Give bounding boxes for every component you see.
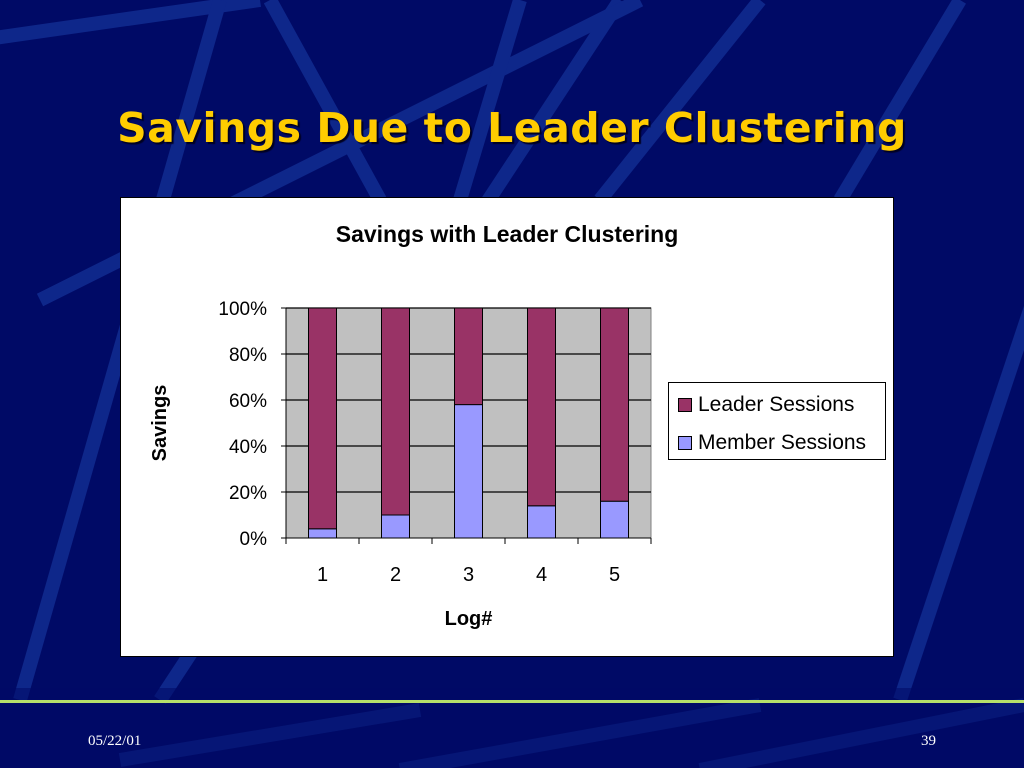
y-tick-label: 40%: [229, 437, 267, 458]
x-tick-label: 2: [390, 564, 401, 586]
bar-segment-leader: [600, 307, 629, 502]
footer-page-number: 39: [921, 733, 936, 749]
legend-item-member-sessions: Member Sessions: [678, 431, 867, 454]
legend-swatch-member: [678, 436, 692, 450]
bar-segment-member: [600, 500, 629, 539]
legend-item-leader-sessions: Leader Sessions: [678, 393, 855, 416]
bar-segment-member: [381, 514, 410, 539]
x-tick-label: 4: [536, 564, 547, 586]
chart-legend: Leader Sessions Member Sessions: [668, 382, 886, 460]
y-tick-label: 80%: [229, 345, 267, 366]
y-axis-label: Savings: [149, 385, 171, 462]
bar-segment-leader: [527, 307, 556, 507]
y-tick-label: 0%: [240, 529, 268, 550]
bar-segment-leader: [308, 307, 337, 530]
bar-segment-member: [527, 505, 556, 539]
x-tick-label: 3: [463, 564, 474, 586]
y-tick-label: 60%: [229, 391, 267, 412]
legend-label-member: Member Sessions: [698, 431, 867, 454]
chart-container: Savings with Leader Clustering 0% 20% 40% 60…: [120, 197, 894, 657]
y-tick-label: 100%: [218, 299, 267, 320]
y-tick-label: 20%: [229, 483, 267, 504]
bar-segment-leader: [381, 307, 410, 516]
slide-title: Savings Due to Leader Clustering: [117, 104, 907, 152]
bar-segment-member: [308, 528, 337, 539]
footer-date: 05/22/01: [88, 733, 142, 749]
stacked-bar-chart: Savings with Leader Clustering 0% 20% 40% 60…: [149, 221, 679, 630]
footer-divider: [0, 700, 1024, 703]
x-tick-label: 5: [609, 564, 620, 586]
x-tick-label: 1: [317, 564, 328, 586]
chart-title: Savings with Leader Clustering: [336, 221, 679, 247]
bar-segment-member: [454, 404, 483, 539]
bar-segment-leader: [454, 307, 483, 406]
legend-swatch-leader: [678, 398, 692, 412]
legend-label-leader: Leader Sessions: [698, 393, 855, 416]
x-axis-label: Log#: [445, 608, 493, 630]
